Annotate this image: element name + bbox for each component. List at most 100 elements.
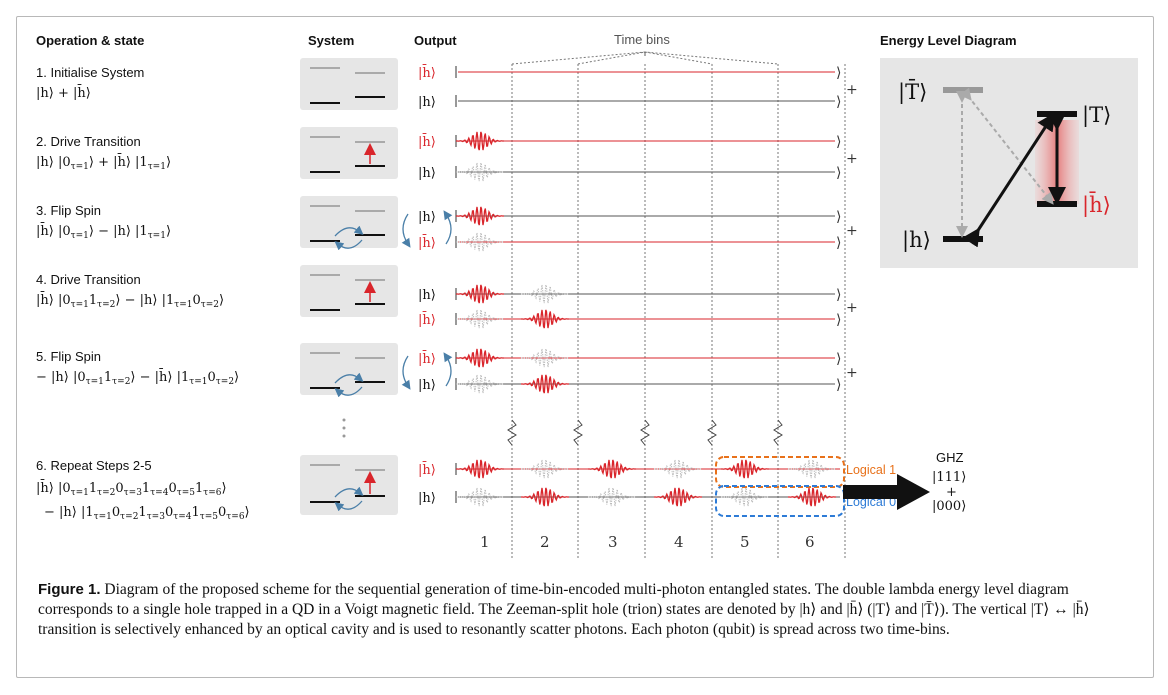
svg-text:+: + bbox=[946, 485, 957, 500]
photon-packet-faint bbox=[456, 374, 504, 394]
ghz-label: GHZ |111⟩ + |000⟩ bbox=[932, 450, 966, 514]
header-system: System bbox=[308, 33, 354, 48]
svg-text:+: + bbox=[846, 223, 858, 239]
svg-text:|h⟩: |h⟩ bbox=[418, 166, 436, 181]
step-4-title: 4. Drive Transition bbox=[36, 272, 141, 287]
header-energy-level: Energy Level Diagram bbox=[880, 33, 1017, 48]
svg-text:3: 3 bbox=[608, 533, 618, 551]
photon-packet bbox=[456, 348, 504, 368]
photon-packet-faint bbox=[521, 459, 569, 479]
svg-text:|h⟩: |h⟩ bbox=[418, 491, 436, 506]
step-list: 1. Initialise System |h⟩ + |h̄⟩ 2. Drive… bbox=[36, 65, 250, 522]
photon-packet-faint bbox=[788, 459, 836, 479]
step-4-state: |h̄⟩ |0τ=11τ=2⟩ − |h⟩ |1τ=10τ=2⟩ bbox=[36, 291, 224, 310]
svg-text:|h̄⟩: |h̄⟩ bbox=[1082, 191, 1111, 218]
ket-endings: ⟩ ⟩ + ⟩ ⟩ + ⟩ ⟩ + ⟩ ⟩ + ⟩ ⟩ + bbox=[836, 65, 858, 393]
svg-text:⟩: ⟩ bbox=[836, 65, 841, 81]
svg-text:|111⟩: |111⟩ bbox=[932, 470, 966, 485]
svg-text:⟩: ⟩ bbox=[836, 165, 841, 181]
output-kets: |h̄⟩|h⟩ |h̄⟩|h⟩ |h⟩|h̄⟩ |h⟩|h̄⟩ |h̄⟩|h⟩ … bbox=[418, 64, 436, 506]
svg-text:|h̄⟩: |h̄⟩ bbox=[418, 311, 436, 328]
photon-packet-faint bbox=[588, 487, 636, 507]
header-time-bins: Time bins bbox=[614, 32, 670, 47]
svg-text:+: + bbox=[846, 82, 858, 98]
photon-packet bbox=[721, 459, 769, 479]
photon-packet bbox=[654, 487, 702, 507]
photon-packet bbox=[521, 374, 569, 394]
step-6-title: 6. Repeat Steps 2-5 bbox=[36, 458, 152, 473]
svg-text:⟩: ⟩ bbox=[836, 235, 841, 251]
output-lines bbox=[458, 71, 840, 498]
system-panel-2 bbox=[300, 127, 398, 179]
svg-text:2: 2 bbox=[540, 533, 550, 551]
svg-text:+: + bbox=[846, 365, 858, 381]
photon-packet bbox=[456, 131, 504, 151]
step-1-state: |h⟩ + |h̄⟩ bbox=[36, 84, 91, 101]
step-2-state: |h⟩ |0τ=1⟩ + |h̄⟩ |1τ=1⟩ bbox=[36, 153, 171, 172]
svg-text:|h⟩: |h⟩ bbox=[418, 210, 436, 225]
svg-text:4: 4 bbox=[674, 533, 684, 551]
svg-text:GHZ: GHZ bbox=[936, 450, 964, 465]
svg-text:|h⟩: |h⟩ bbox=[418, 95, 436, 110]
step-5-state: − |h⟩ |0τ=11τ=2⟩ − |h̄⟩ |1τ=10τ=2⟩ bbox=[36, 368, 239, 387]
caption-text: Diagram of the proposed scheme for the s… bbox=[38, 581, 1090, 638]
svg-text:⟩: ⟩ bbox=[836, 134, 841, 150]
photon-packet bbox=[521, 309, 569, 329]
step-3-title: 3. Flip Spin bbox=[36, 203, 101, 218]
photon-packet-faint bbox=[456, 232, 504, 252]
step-2-title: 2. Drive Transition bbox=[36, 134, 141, 149]
svg-text:6: 6 bbox=[805, 533, 815, 551]
svg-text:+: + bbox=[846, 151, 858, 167]
wave-packets bbox=[456, 131, 836, 507]
photon-packet bbox=[521, 487, 569, 507]
svg-text:|h̄⟩: |h̄⟩ bbox=[418, 133, 436, 150]
system-panel-5 bbox=[300, 343, 398, 398]
ghz-arrow bbox=[843, 474, 930, 510]
system-panels bbox=[300, 58, 398, 515]
svg-text:|h̄⟩: |h̄⟩ bbox=[418, 350, 436, 367]
photon-packet-faint bbox=[521, 348, 569, 368]
svg-text:⟩: ⟩ bbox=[836, 312, 841, 328]
logical-0-box bbox=[715, 485, 845, 517]
svg-text:|T̄⟩: |T̄⟩ bbox=[898, 79, 927, 105]
svg-text:|000⟩: |000⟩ bbox=[932, 499, 966, 514]
photon-packet bbox=[456, 284, 504, 304]
logical-1-box bbox=[715, 456, 845, 488]
svg-text:|h⟩: |h⟩ bbox=[902, 228, 931, 253]
photon-packet bbox=[456, 459, 504, 479]
svg-text:⟩: ⟩ bbox=[836, 287, 841, 303]
photon-packet bbox=[588, 459, 636, 479]
svg-text:|h⟩: |h⟩ bbox=[418, 288, 436, 303]
svg-text:|h̄⟩: |h̄⟩ bbox=[418, 64, 436, 81]
photon-packet-faint bbox=[456, 162, 504, 182]
svg-text:⟩: ⟩ bbox=[836, 377, 841, 393]
figure-caption: Figure 1. Diagram of the proposed scheme… bbox=[38, 580, 1128, 640]
caption-label: Figure 1. bbox=[38, 581, 101, 598]
logical-1-label: Logical 1 bbox=[846, 463, 896, 477]
step-5-title: 5. Flip Spin bbox=[36, 349, 101, 364]
system-panel-4 bbox=[300, 265, 398, 317]
svg-text:|h̄⟩: |h̄⟩ bbox=[418, 461, 436, 478]
system-panel-3 bbox=[300, 196, 398, 251]
svg-text:|h⟩: |h⟩ bbox=[418, 378, 436, 393]
header-output: Output bbox=[414, 33, 457, 48]
system-panel-1 bbox=[300, 58, 398, 110]
system-panel-6 bbox=[300, 455, 398, 515]
svg-text:⟩: ⟩ bbox=[836, 351, 841, 367]
header-operation: Operation & state bbox=[36, 33, 144, 48]
svg-text:|h̄⟩: |h̄⟩ bbox=[418, 234, 436, 251]
step-6-state-a: |h̄⟩ |0τ=11τ=20τ=31τ=40τ=51τ=6⟩ bbox=[36, 479, 227, 498]
photon-packet-faint bbox=[521, 284, 569, 304]
energy-level-diagram: |T̄⟩ |T⟩ |h⟩ |h̄⟩ bbox=[880, 58, 1138, 268]
svg-text:5: 5 bbox=[740, 533, 750, 551]
photon-packet-faint bbox=[456, 487, 504, 507]
svg-text:|T⟩: |T⟩ bbox=[1082, 103, 1111, 128]
svg-text:+: + bbox=[846, 300, 858, 316]
photon-packet-faint bbox=[721, 487, 769, 507]
photon-packet bbox=[788, 487, 836, 507]
time-bin-dividers bbox=[511, 51, 846, 560]
step-3-state: |h̄⟩ |0τ=1⟩ − |h⟩ |1τ=1⟩ bbox=[36, 222, 171, 241]
photon-packet-faint bbox=[654, 459, 702, 479]
photon-packet bbox=[456, 206, 504, 226]
